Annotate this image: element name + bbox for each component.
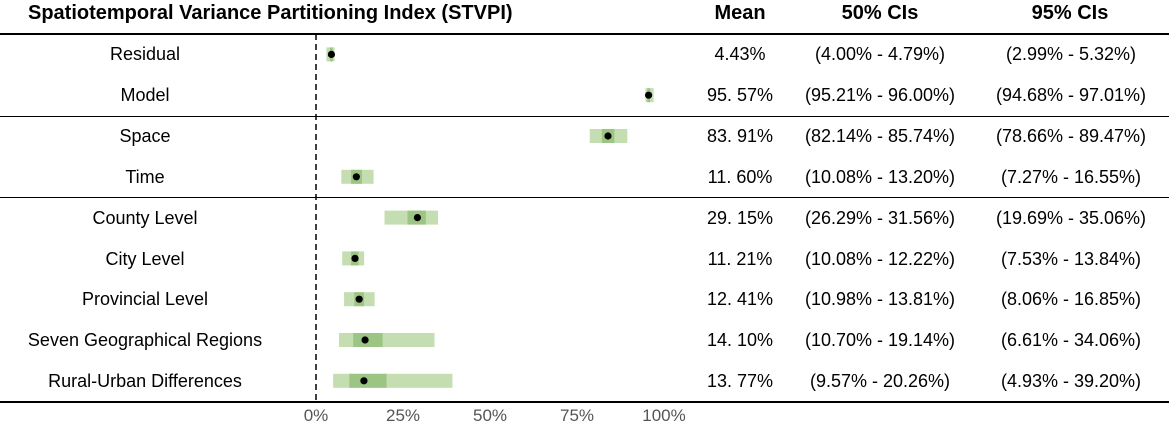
mean-point xyxy=(361,336,369,344)
x-tick-label: 50% xyxy=(473,406,507,425)
row-label: Residual xyxy=(109,44,181,64)
row-label: City Level xyxy=(105,249,185,269)
row-mean: 11. 21% xyxy=(707,249,773,269)
row-label: County Level xyxy=(92,208,198,228)
bottom-rule xyxy=(0,401,1169,403)
row-label: Time xyxy=(125,167,165,187)
table-row: County Level 29. 15% (26.29% - 31.56%) (… xyxy=(0,198,1169,238)
mean-point xyxy=(351,254,359,262)
row-mean: 4.43% xyxy=(714,44,766,64)
row-ci95: (6.61% - 34.06%) xyxy=(1000,330,1142,350)
mean-point xyxy=(355,295,363,303)
ci50-bar xyxy=(349,373,387,388)
row-ci50: (10.70% - 19.14%) xyxy=(804,330,956,350)
table-row: Model 95. 57% (95.21% - 96.00%) (94.68% … xyxy=(0,75,1169,115)
x-tick-label: 25% xyxy=(386,406,420,425)
table-row: Time 11. 60% (10.08% - 13.20%) (7.27% - … xyxy=(0,157,1169,197)
row-ci95: (2.99% - 5.32%) xyxy=(1005,44,1137,64)
ci95-column-header: 95% CIs xyxy=(1031,2,1109,24)
row-ci50: (10.98% - 13.81%) xyxy=(804,289,956,309)
row-ci50: (10.08% - 12.22%) xyxy=(804,249,956,269)
row-ci95: (94.68% - 97.01%) xyxy=(995,85,1147,105)
table-row: Residual 4.43% (4.00% - 4.79%) (2.99% - … xyxy=(0,34,1169,74)
row-mean: 12. 41% xyxy=(706,289,774,309)
table-row: Space 83. 91% (82.14% - 85.74%) (78.66% … xyxy=(0,116,1169,156)
mean-point xyxy=(360,377,368,385)
x-tick-label: 100% xyxy=(642,406,685,425)
row-mean: 29. 15% xyxy=(706,208,774,228)
plot-marks xyxy=(315,34,654,401)
mean-point xyxy=(352,173,360,181)
ci50-column-header: 50% CIs xyxy=(841,2,919,24)
row-mean: 14. 10% xyxy=(706,330,774,350)
row-mean: 83. 91% xyxy=(706,126,774,146)
row-ci50: (26.29% - 31.56%) xyxy=(804,208,956,228)
row-label: Rural-Urban Differences xyxy=(48,371,242,391)
row-label: Model xyxy=(120,85,170,105)
header-rule xyxy=(0,33,1169,35)
table-row: Seven Geographical Regions 14. 10% (10.7… xyxy=(0,320,1169,360)
mean-point xyxy=(604,132,612,140)
row-ci95: (78.66% - 89.47%) xyxy=(995,126,1147,146)
row-ci50: (10.08% - 13.20%) xyxy=(804,167,956,187)
row-ci95: (7.53% - 13.84%) xyxy=(1000,249,1142,269)
mean-point xyxy=(644,91,653,99)
x-tick-label: 0% xyxy=(304,406,329,425)
row-label: Provincial Level xyxy=(81,289,209,309)
row-mean: 11. 60% xyxy=(707,167,773,187)
row-ci50: (9.57% - 20.26%) xyxy=(809,371,951,391)
chart-title: Spatiotemporal Variance Partitioning Ind… xyxy=(28,2,513,24)
row-mean: 95. 57% xyxy=(706,85,774,105)
row-ci95: (4.93% - 39.20%) xyxy=(1000,371,1142,391)
mean-column-header: Mean xyxy=(714,2,766,24)
row-ci50: (82.14% - 85.74%) xyxy=(804,126,956,146)
x-axis: 0% 25% 50% 75% 100% xyxy=(304,406,686,425)
row-ci95: (7.27% - 16.55%) xyxy=(1000,167,1142,187)
table-row: Provincial Level 12. 41% (10.98% - 13.81… xyxy=(0,279,1169,319)
row-label: Space xyxy=(119,126,171,146)
row-ci50: (95.21% - 96.00%) xyxy=(804,85,956,105)
row-label: Seven Geographical Regions xyxy=(27,330,263,350)
group-divider-1 xyxy=(0,116,1169,117)
table-row: City Level 11. 21% (10.08% - 12.22%) (7.… xyxy=(0,239,1169,279)
x-tick-label: 75% xyxy=(560,406,594,425)
mean-point xyxy=(413,214,422,222)
row-ci95: (19.69% - 35.06%) xyxy=(995,208,1147,228)
mean-point xyxy=(327,50,336,59)
row-ci50: (4.00% - 4.79%) xyxy=(814,44,946,64)
table-row: Rural-Urban Differences 13. 77% (9.57% -… xyxy=(0,361,1169,401)
group-divider-2 xyxy=(0,197,1169,198)
row-ci95: (8.06% - 16.85%) xyxy=(1000,289,1142,309)
row-mean: 13. 77% xyxy=(706,371,774,391)
